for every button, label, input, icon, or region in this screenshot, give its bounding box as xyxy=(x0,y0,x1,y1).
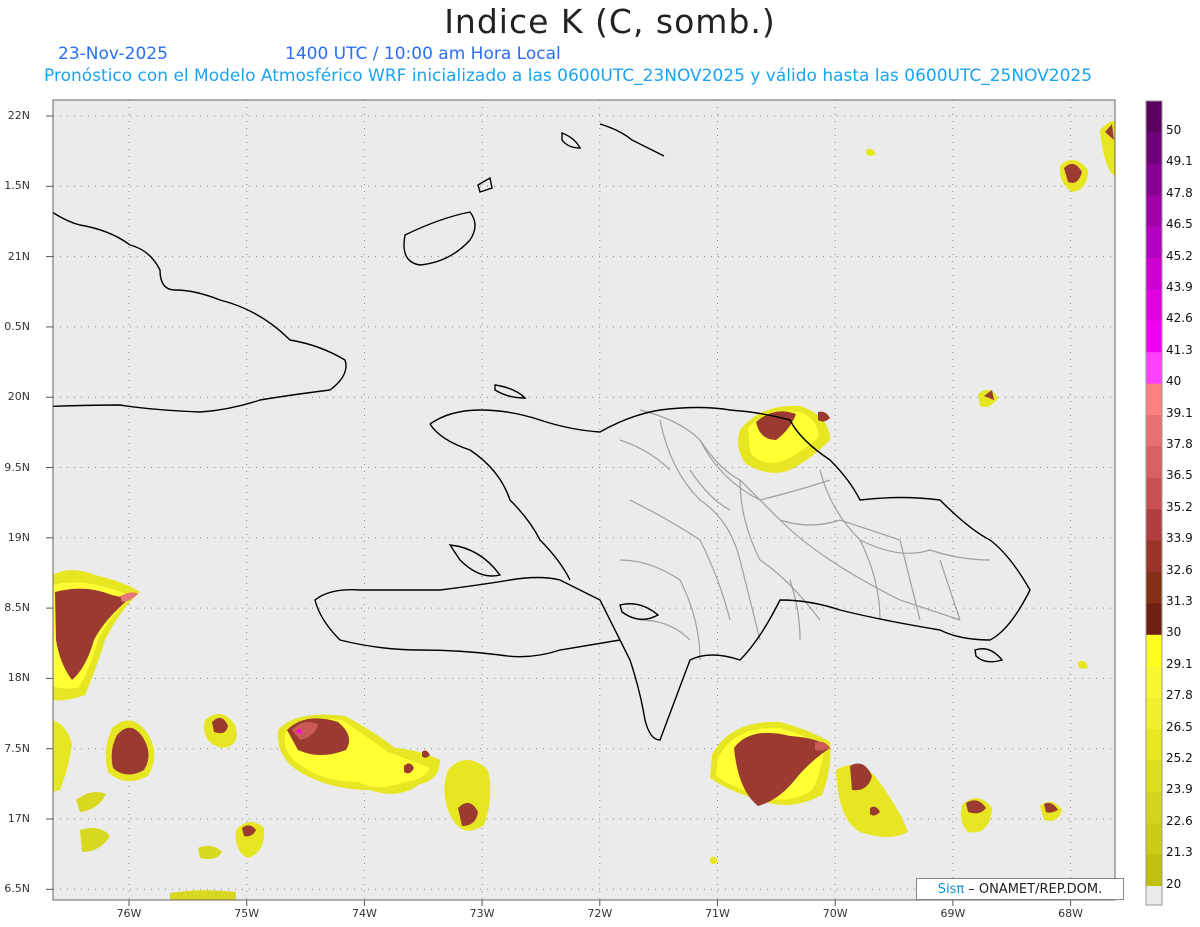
map-plot-area xyxy=(53,100,1115,900)
lat-label: 18N xyxy=(7,671,30,685)
lat-label: 1.5N xyxy=(4,179,30,193)
lon-label: 74W xyxy=(351,907,377,920)
colorbar-label: 32.6 xyxy=(1166,562,1193,577)
colorbar-segment xyxy=(1146,509,1162,542)
lon-label: 75W xyxy=(234,907,260,920)
lon-label: 73W xyxy=(469,907,495,920)
colorbar-segment xyxy=(1146,697,1162,730)
lat-label: 22N xyxy=(7,109,30,122)
colorbar-segment xyxy=(1146,446,1162,479)
colorbar-segment xyxy=(1146,603,1162,636)
colorbar-segment xyxy=(1146,666,1162,699)
lon-label: 70W xyxy=(822,907,848,920)
colorbar-segment xyxy=(1146,823,1162,856)
lat-label: 21N xyxy=(7,249,30,263)
colorbar-label: 43.9 xyxy=(1166,280,1193,294)
colorbar-segment xyxy=(1146,572,1162,604)
lon-label: 76W xyxy=(116,907,142,920)
lat-label: 17N xyxy=(7,812,30,825)
colorbar-segment xyxy=(1146,195,1162,228)
colorbar-segment xyxy=(1146,634,1162,667)
lat-label: 19N xyxy=(7,530,30,544)
colorbar-label: 49.1 xyxy=(1166,154,1193,169)
colorbar-label: 33.9 xyxy=(1166,531,1193,546)
lat-label: 0.5N xyxy=(4,319,30,333)
colorbar-label: 40 xyxy=(1166,374,1182,389)
lat-label: 9.5N xyxy=(4,460,30,474)
colorbar-segment xyxy=(1146,477,1162,510)
lat-lon-grid xyxy=(53,100,1115,900)
credit-box: Sisπ – ONAMET/REP.DOM. xyxy=(916,878,1124,900)
colorbar-segment xyxy=(1146,540,1162,573)
colorbar-label: 37.8 xyxy=(1166,437,1193,451)
colorbar-label: 41.3 xyxy=(1166,342,1193,357)
colorbar-label: 22.6 xyxy=(1166,813,1193,828)
colorbar-segment xyxy=(1146,383,1162,416)
valid-time: 1400 UTC / 10:00 am Hora Local xyxy=(285,44,561,64)
colorbar-label: 31.3 xyxy=(1166,594,1193,608)
cuba-coast xyxy=(53,211,347,413)
colorbar-label: 45.2 xyxy=(1166,248,1193,263)
colorbar-label: 39.1 xyxy=(1166,405,1193,420)
colorbar-segment xyxy=(1146,163,1162,196)
haiti-peninsula-north xyxy=(429,423,571,581)
lat-label: 6.5N xyxy=(4,882,30,896)
lon-label: 69W xyxy=(940,907,966,920)
colorbar-segment xyxy=(1146,226,1162,259)
colorbar-frame xyxy=(1145,100,1163,906)
colorbar-segment xyxy=(1146,132,1162,165)
k-index-shading xyxy=(53,121,1115,900)
colorbar-segment xyxy=(1146,101,1162,133)
colorbar-segment xyxy=(1146,289,1162,322)
colorbar-label: 42.6 xyxy=(1166,311,1193,326)
lon-label: 71W xyxy=(705,907,730,920)
colorbar-label: 35.2 xyxy=(1166,499,1193,514)
axis-ticks xyxy=(46,115,1072,906)
lon-label: 68W xyxy=(1058,907,1084,920)
province-borders xyxy=(619,409,991,661)
colorbar-label: 20 xyxy=(1166,876,1182,891)
colorbar-segment xyxy=(1146,854,1162,887)
lat-label: 7.5N xyxy=(4,741,30,755)
map-title: Indice K (C, somb.) xyxy=(444,2,776,41)
haiti-north xyxy=(314,406,1031,741)
colorbar-segment xyxy=(1146,760,1162,793)
colorbar-segment xyxy=(1146,791,1162,824)
credit-brand: Sisπ xyxy=(937,881,965,897)
colorbar-segment xyxy=(1146,352,1162,385)
colorbar-label: 29.1 xyxy=(1166,656,1193,671)
colorbar-label: 27.8 xyxy=(1166,688,1193,703)
lat-label: 8.5N xyxy=(4,601,30,615)
coastlines xyxy=(53,123,1031,741)
credit-text: – ONAMET/REP.DOM. xyxy=(968,881,1103,897)
colorbar-segment xyxy=(1146,729,1162,761)
inagua xyxy=(403,211,476,266)
colorbar-segment xyxy=(1146,415,1162,447)
map-frame xyxy=(52,99,1116,901)
colorbar-label: 46.5 xyxy=(1166,217,1193,232)
colorbar-label: 50 xyxy=(1166,123,1182,137)
lon-label: 72W xyxy=(587,907,613,920)
colorbar-label: 25.2 xyxy=(1166,751,1193,765)
colorbar-label: 26.5 xyxy=(1166,719,1193,734)
colorbar-label: 30 xyxy=(1166,625,1182,640)
colorbar-label: 21.3 xyxy=(1166,845,1193,860)
colorbar-segment xyxy=(1146,320,1162,353)
colorbar-label: 23.9 xyxy=(1166,782,1193,797)
colorbar-below-range xyxy=(1146,886,1162,905)
colorbar xyxy=(1145,100,1163,906)
colorbar-segment xyxy=(1146,258,1162,290)
valid-date: 23-Nov-2025 xyxy=(58,44,168,64)
forecast-description: Pronóstico con el Modelo Atmosférico WRF… xyxy=(44,66,1093,86)
colorbar-label: 47.8 xyxy=(1166,185,1193,200)
colorbar-label: 36.5 xyxy=(1166,468,1193,483)
lat-label: 20N xyxy=(7,390,30,404)
